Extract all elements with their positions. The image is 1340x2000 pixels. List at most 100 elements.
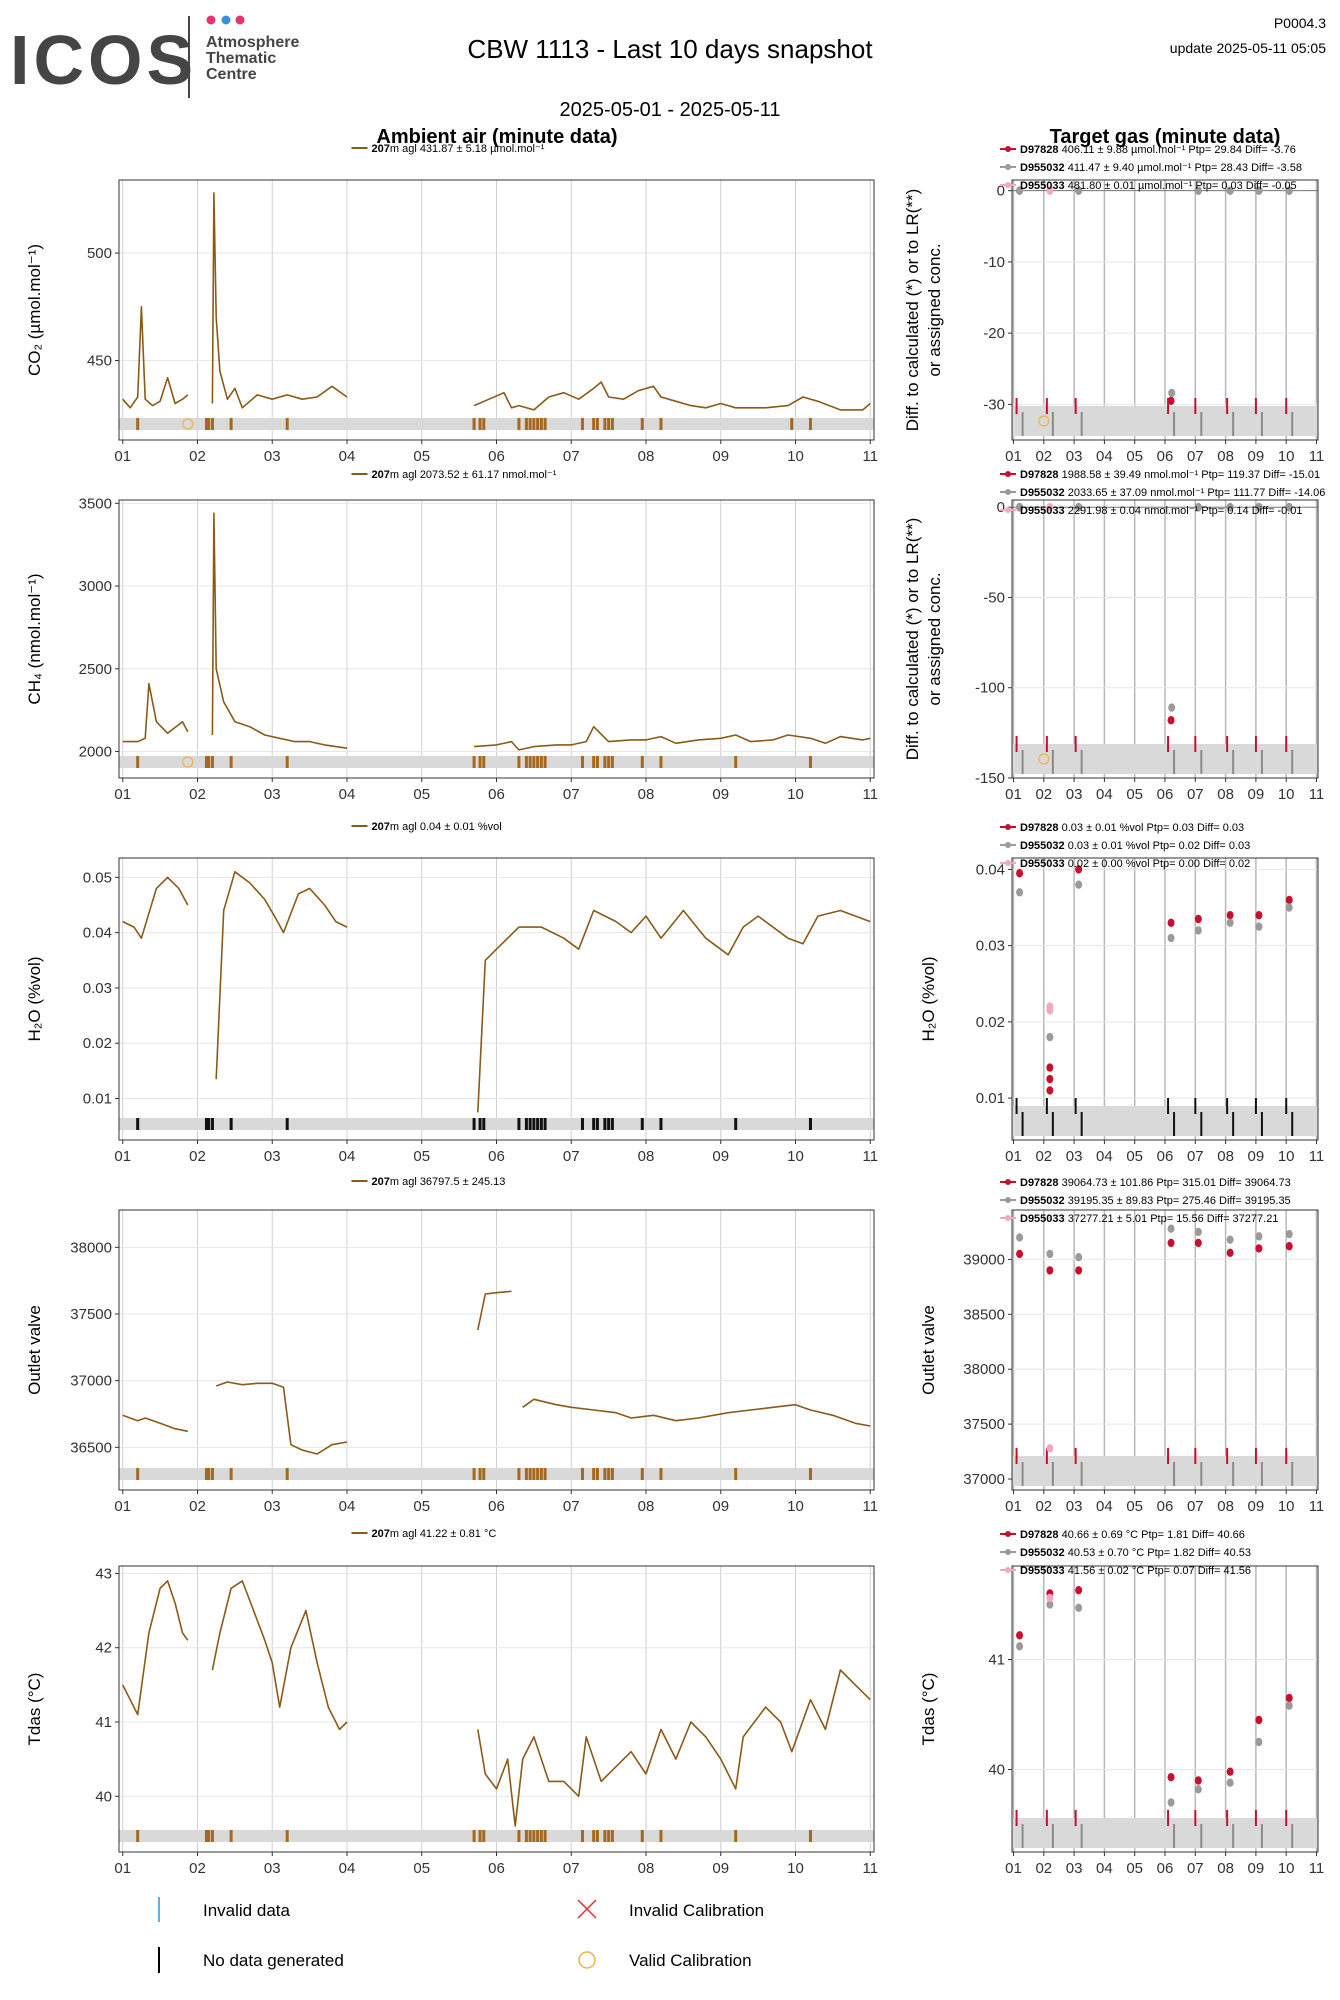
legend-name: 207 [372, 469, 390, 481]
legend-name: D955033 [1020, 180, 1065, 192]
legend-entry: D97828 406.11 ± 9.88 µmol.mol⁻¹ Ptp= 29.… [1020, 144, 1296, 156]
legend-entry: D955033 37277.21 ± 5.01 Ptp= 15.56 Diff=… [1020, 1213, 1278, 1225]
flag-mark [517, 1830, 521, 1842]
h2o-ambient-chart: 0.01 0.02 0.03 0.04 0.05 01 02 03 04 05 06 07 08 09 10… [25, 821, 878, 1165]
x-tick-label: 10 [787, 786, 804, 803]
data-point [1016, 1249, 1024, 1259]
calibration-marker [1038, 753, 1050, 765]
flag-mark [532, 756, 536, 768]
data-point [1167, 1773, 1175, 1782]
flag-mark [517, 1468, 521, 1480]
flag-mark [595, 1468, 599, 1480]
flag-mark [580, 1468, 584, 1480]
x-tick-label: 06 [488, 786, 505, 803]
data-point [1046, 1444, 1054, 1453]
y-tick-label: 3000 [79, 578, 112, 595]
legend-entry: D97828 1988.58 ± 39.49 nmol.mol⁻¹ Ptp= 1… [1020, 469, 1320, 481]
data-point [1255, 503, 1263, 512]
x-tick-label: 06 [488, 1860, 505, 1877]
flag-mark [808, 1118, 812, 1130]
data-point [1046, 1074, 1054, 1084]
x-tick-label: 04 [1096, 1860, 1113, 1877]
data-point [1285, 903, 1293, 912]
x-tick-label: 01 [114, 1148, 131, 1165]
x-tick-label: 06 [488, 1498, 505, 1515]
x-tick-label: 06 [488, 1148, 505, 1165]
flag-mark [595, 756, 599, 768]
legend-text: m agl 0.04 ± 0.01 %vol [390, 821, 502, 833]
legend-entry: D955033 41.56 ± 0.02 °C Ptp= 0.07 Diff= … [1020, 1565, 1251, 1577]
flag-mark [603, 1118, 607, 1130]
flag-mark [536, 418, 540, 430]
data-point [1194, 186, 1202, 195]
flag-mark [659, 1830, 663, 1842]
data-point [1168, 703, 1176, 712]
flag-mark [207, 418, 211, 430]
data-point [1046, 1086, 1054, 1095]
y-axis-label: CH₄ (nmol.mol⁻¹) [25, 573, 44, 704]
x-tick-label: 09 [712, 1148, 729, 1165]
data-point [1046, 1266, 1054, 1275]
flag-mark [472, 1468, 476, 1480]
ambient-legend: 207m agl 2073.52 ± 61.17 nmol.mol⁻¹ [351, 469, 557, 481]
flag-mark [204, 1468, 208, 1480]
x-tick-label: 07 [563, 1498, 580, 1515]
x-tick-label: 02 [1035, 786, 1052, 803]
y-tick-label: 37500 [963, 1416, 1005, 1433]
y-axis-label: Outlet valve [25, 1305, 44, 1395]
flag-mark [204, 1830, 208, 1842]
data-point [1016, 1642, 1024, 1651]
x-tick-label: 03 [1066, 448, 1083, 465]
x-tick-label: 08 [638, 1860, 655, 1877]
data-point [1046, 1063, 1054, 1072]
flag-mark [136, 756, 140, 768]
flag-mark [610, 756, 614, 768]
data-point [1255, 1715, 1263, 1725]
y-tick-label: 36500 [70, 1439, 112, 1456]
data-point [1226, 1235, 1234, 1244]
flag-mark [207, 756, 211, 768]
legend-text: 411.47 ± 9.40 µmol.mol⁻¹ Ptp= 28.43 Diff… [1065, 162, 1302, 174]
flag-mark [734, 1468, 738, 1480]
flag-mark [528, 1468, 532, 1480]
legend-swatch-dot [1005, 471, 1011, 477]
legend-text: 406.11 ± 9.88 µmol.mol⁻¹ Ptp= 29.84 Diff… [1059, 144, 1296, 156]
y-tick-label: 0.02 [976, 1014, 1005, 1031]
data-point [1075, 1266, 1083, 1275]
legend-name: D955033 [1020, 1565, 1065, 1577]
legend-name: D97828 [1020, 1529, 1059, 1541]
x-tick-label: 06 [1157, 1148, 1174, 1165]
x-tick-label: 10 [787, 1498, 804, 1515]
data-point [1046, 186, 1054, 195]
x-tick-label: 01 [1005, 786, 1022, 803]
legend-text: 39064.73 ± 101.86 Ptp= 315.01 Diff= 3906… [1059, 1177, 1291, 1189]
legend-entry: D955032 2033.65 ± 37.09 nmol.mol⁻¹ Ptp= … [1020, 487, 1325, 499]
x-tick-label: 04 [339, 1148, 356, 1165]
x-tick-label: 07 [1187, 1498, 1204, 1515]
flag-mark [528, 756, 532, 768]
x-tick-label: 08 [1217, 786, 1234, 803]
data-point [1046, 1032, 1054, 1042]
flag-mark [539, 418, 543, 430]
flag-band [1012, 744, 1318, 774]
x-tick-label: 07 [563, 786, 580, 803]
flag-mark [808, 1468, 812, 1480]
y-tick-label: 0.02 [83, 1035, 112, 1052]
outlet-target-chart: 37000 37500 38000 38500 39000 01 02 03 04 05 06 07 0… [919, 1177, 1324, 1515]
legend-name: D97828 [1020, 822, 1059, 834]
flag-mark [210, 1830, 214, 1842]
y-axis-label-line: Diff. to calculated (*) or to LR(**) [903, 189, 922, 432]
y-tick-label: -100 [975, 680, 1005, 697]
flag-mark [580, 756, 584, 768]
data-point [1168, 388, 1176, 398]
x-tick-label: 06 [488, 448, 505, 465]
flag-mark [543, 1830, 547, 1842]
logo-sub-line: Atmosphere [206, 34, 299, 51]
x-tick-label: 08 [638, 1148, 655, 1165]
outlet-ambient-chart: 36500 37000 37500 38000 01 02 03 04 05 06 07 08 09 10… [25, 1176, 878, 1515]
x-tick-label: 01 [114, 786, 131, 803]
y-tick-label: 2500 [79, 661, 112, 678]
legend-swatch-dot [1005, 1567, 1011, 1573]
flag-mark [524, 418, 528, 430]
x-tick-label: 11 [862, 1498, 878, 1515]
